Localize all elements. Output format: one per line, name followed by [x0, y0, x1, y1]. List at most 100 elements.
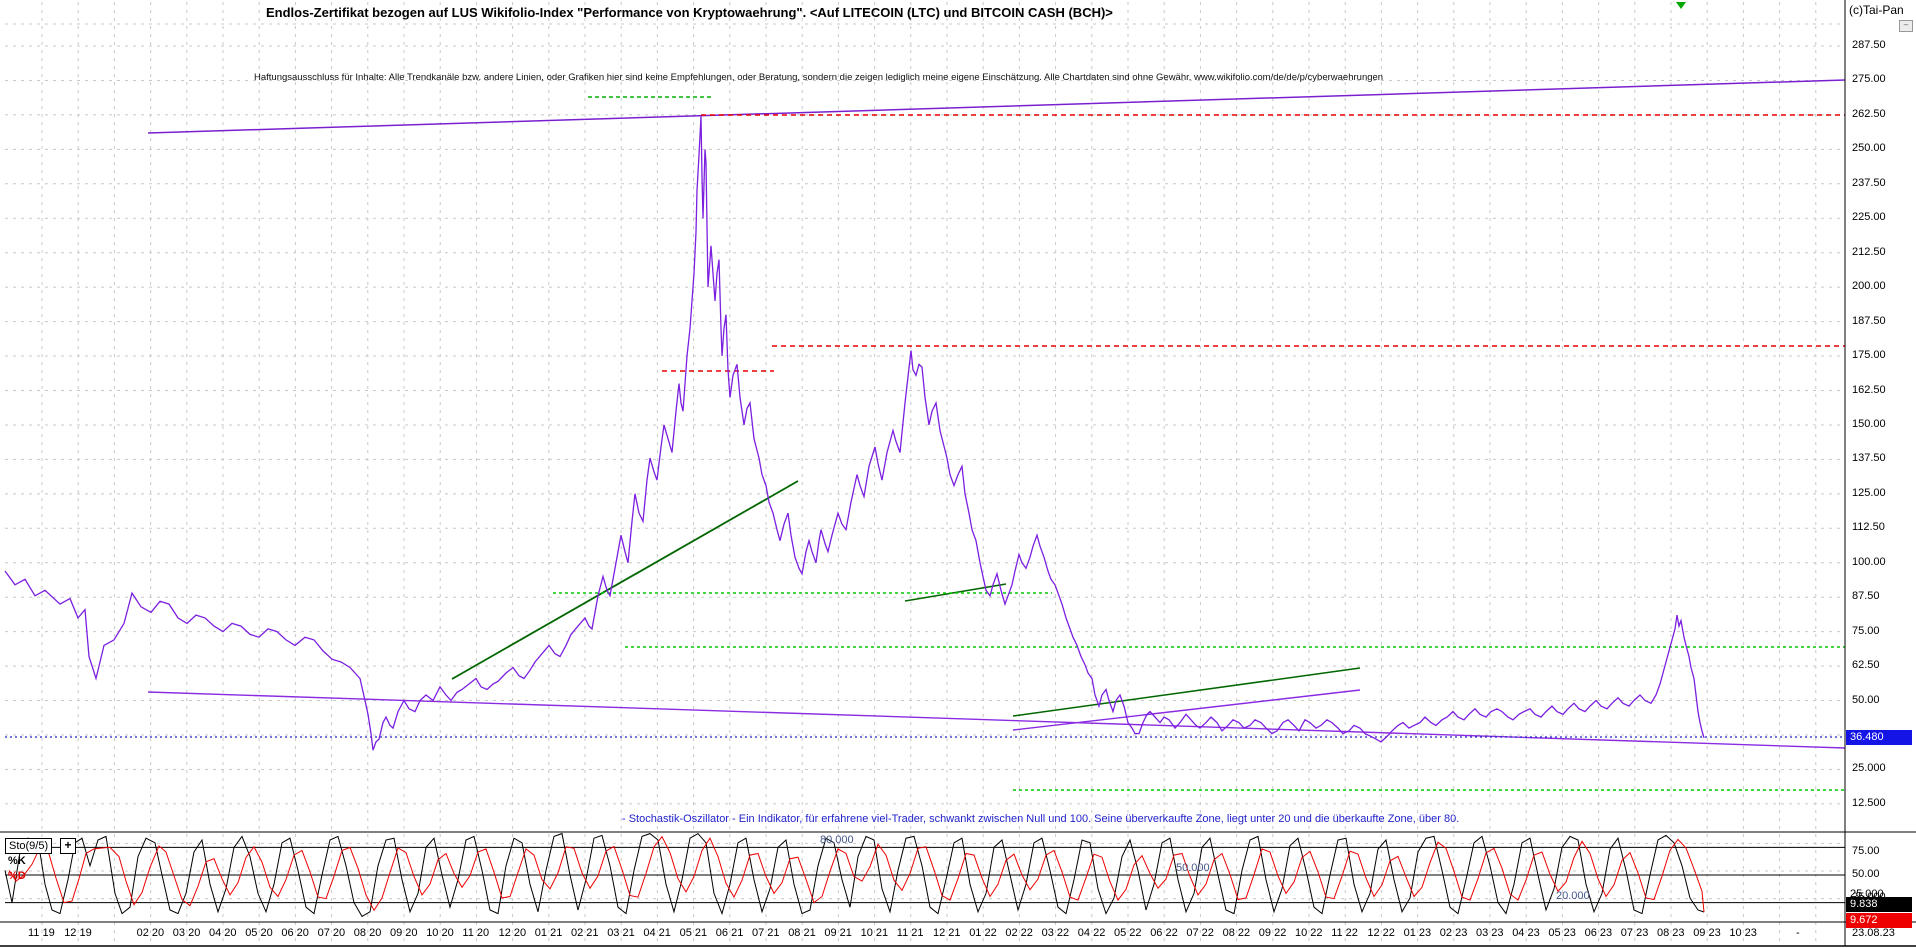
- month-label: 09 23: [1693, 927, 1721, 939]
- month-label: 05 20: [245, 927, 273, 939]
- price-axis-label: 25.000: [1852, 762, 1886, 775]
- month-label: 06 20: [281, 927, 309, 939]
- d-line-label: %D: [8, 870, 26, 882]
- collapse-panel-button[interactable]: –: [1899, 20, 1913, 32]
- month-label: 11 19: [28, 927, 55, 939]
- month-label: 05 22: [1114, 927, 1142, 939]
- upper-channel-line: [147, 79, 1846, 134]
- month-label: 07 20: [317, 927, 346, 939]
- sto-level-label: 20.000: [1556, 889, 1590, 902]
- month-label: 02 20: [136, 927, 165, 939]
- month-label: 12 20: [498, 927, 527, 939]
- long-support-line: [147, 691, 1846, 749]
- month-label: 03 21: [607, 927, 635, 939]
- price-axis-label: 212.50: [1852, 245, 1886, 258]
- price-axis-label: 125.00: [1852, 486, 1886, 499]
- month-label: 05 23: [1548, 927, 1576, 939]
- d-value-badge: 9.672: [1846, 913, 1912, 928]
- price-axis-label: 200.00: [1852, 280, 1886, 293]
- month-label: 07 21: [752, 927, 780, 939]
- stochastic-d-line: [8, 835, 1705, 913]
- price-axis-label: 225.00: [1852, 211, 1886, 224]
- price-axis-label: 175.00: [1852, 349, 1886, 362]
- month-label: 12 21: [933, 927, 961, 939]
- uptrend-2023-purple: [1012, 689, 1361, 731]
- sto-level-label: 50.000: [1176, 862, 1210, 874]
- price-axis-label: 112.50: [1852, 521, 1885, 534]
- month-label: 11 20: [462, 927, 490, 939]
- month-label: 01 22: [969, 927, 997, 939]
- month-label: 10 23: [1729, 927, 1757, 939]
- k-value-badge: 9.838: [1846, 897, 1912, 912]
- current-price-badge: 36.480: [1846, 730, 1912, 745]
- x-axis-end-date: 23.08.23: [1852, 927, 1895, 939]
- month-label: 04 23: [1512, 927, 1540, 939]
- price-axis-label: 187.50: [1852, 314, 1886, 327]
- add-indicator-button[interactable]: +: [60, 838, 76, 854]
- month-label: 12 22: [1367, 927, 1395, 939]
- price-axis-label: 100.00: [1852, 555, 1886, 568]
- disclaimer-text: Haftungsausschluss für Inhalte: Alle Tre…: [254, 72, 1384, 83]
- uptrend-2023-green: [1012, 667, 1361, 717]
- sto-axis-label: 25.000: [1852, 891, 1886, 903]
- month-label: 03 23: [1476, 927, 1504, 939]
- month-label: 01 23: [1403, 927, 1432, 939]
- sto-axis-label: 50.00: [1852, 868, 1880, 880]
- month-label: 09 21: [824, 927, 852, 939]
- price-axis-label: 87.50: [1852, 590, 1880, 603]
- price-axis-label: 237.50: [1852, 176, 1886, 189]
- month-label: 09 22: [1258, 927, 1287, 939]
- month-label: 11 22: [1331, 927, 1358, 939]
- stochastic-k-line: [4, 832, 1705, 918]
- uptrend-2020-2021: [451, 480, 799, 680]
- month-label: 06 21: [715, 927, 744, 939]
- price-axis-label: 162.50: [1852, 383, 1886, 396]
- month-label: 03 22: [1041, 927, 1070, 939]
- chart-title: Endlos-Zertifikat bezogen auf LUS Wikifo…: [266, 5, 1113, 20]
- indicator-name-box[interactable]: Sto(9/5): [5, 838, 53, 854]
- price-axis-label: 287.50: [1852, 39, 1886, 51]
- price-axis-label: 12.500: [1852, 796, 1886, 809]
- month-label: 03 20: [172, 927, 201, 939]
- copyright-label: (c)Tai-Pan: [1849, 3, 1904, 17]
- price-line: [4, 116, 1705, 751]
- month-label: 07 23: [1620, 927, 1649, 939]
- month-label: 02 21: [571, 927, 599, 939]
- month-label: 10 21: [860, 927, 889, 939]
- sto-level-label: 80.000: [820, 834, 854, 847]
- x-axis-end-dash: -: [1796, 927, 1800, 939]
- month-label: 08 23: [1657, 927, 1685, 939]
- month-label: 06 23: [1584, 927, 1613, 939]
- price-axis-label: 75.00: [1852, 624, 1880, 637]
- month-label: 08 21: [788, 927, 816, 939]
- month-label: 10 22: [1295, 927, 1323, 939]
- month-label: 06 22: [1150, 927, 1178, 939]
- month-label: 12 19: [64, 927, 92, 939]
- price-axis-label: 150.00: [1852, 417, 1886, 430]
- sto-axis-label: 75.00: [1852, 845, 1880, 857]
- month-label: 08 20: [353, 927, 382, 939]
- month-label: 07 22: [1186, 927, 1214, 939]
- month-label: 08 22: [1222, 927, 1251, 939]
- price-axis-label: 262.50: [1852, 107, 1886, 120]
- month-label: 09 20: [390, 927, 418, 939]
- price-axis-label: 250.00: [1852, 142, 1886, 155]
- k-line-label: %K: [8, 855, 26, 867]
- month-label: 04 22: [1077, 927, 1106, 939]
- price-axis-label: 137.50: [1852, 452, 1886, 465]
- stochastic-description: - Stochastik-Oszillator - Ein Indikator,…: [622, 813, 1460, 825]
- price-axis-label: 275.00: [1852, 73, 1886, 86]
- month-label: 01 21: [534, 927, 563, 939]
- month-label: 04 21: [643, 927, 671, 939]
- month-label: 02 22: [1005, 927, 1033, 939]
- month-label: 10 20: [426, 927, 454, 939]
- month-label: 11 21: [896, 927, 924, 939]
- month-label: 02 23: [1439, 927, 1468, 939]
- marker-triangle-icon: [1676, 2, 1686, 9]
- month-label: 05 21: [679, 927, 708, 939]
- price-axis-label: 50.00: [1852, 693, 1880, 706]
- price-axis-label: 62.50: [1852, 659, 1880, 672]
- month-label: 04 20: [209, 927, 237, 939]
